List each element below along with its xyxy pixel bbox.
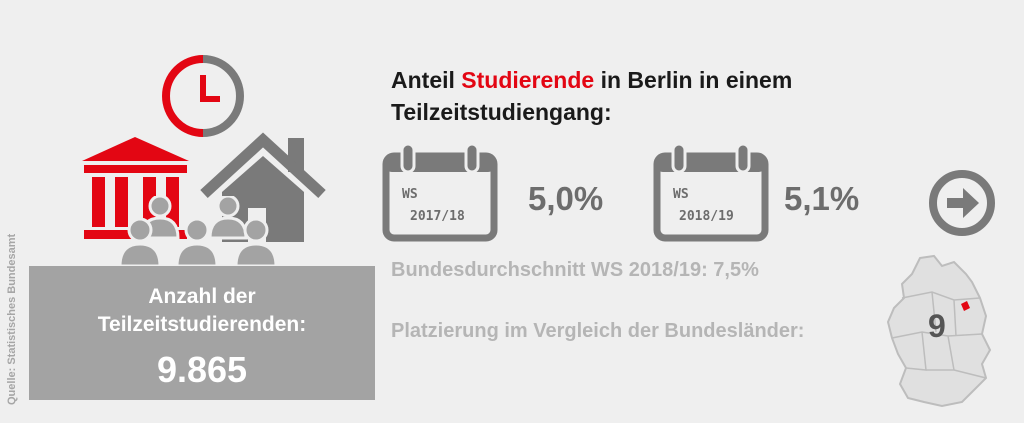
semester-1-percent: 5,0%	[528, 180, 604, 217]
count-label-line1: Anzahl der	[148, 285, 256, 308]
count-value: 9.865	[156, 349, 248, 390]
part-time-students-count-box: Anzahl der Teilzeitstudierenden: 9.865	[29, 266, 375, 400]
placement-label: Platzierung im Vergleich der Bundeslände…	[391, 320, 805, 342]
count-label-line2: Teilzeitstudierenden:	[97, 313, 307, 336]
headline-part2: in Berlin in einem	[594, 67, 793, 93]
headline-line1: Anteil Studierende in Berlin in einem	[391, 64, 851, 96]
people-group-icon	[118, 196, 278, 268]
national-average: Bundesdurchschnitt WS 2018/19: 7,5%	[391, 259, 759, 281]
clock-icon	[162, 55, 244, 137]
placement-rank: 9	[928, 308, 946, 344]
arrow-right-circle-icon[interactable]	[927, 168, 997, 238]
headline-highlight: Studierende	[461, 67, 595, 93]
semester-2-ws: WS	[673, 187, 689, 202]
semester-2-percent: 5,1%	[784, 180, 860, 217]
headline-line2: Teilzeitstudiengang:	[391, 99, 612, 125]
source-text: Quelle: Statistisches Bundesamt	[6, 233, 18, 405]
headline: Anteil Studierende in Berlin in einem Te…	[391, 64, 851, 128]
source-note: Quelle: Statistisches Bundesamt	[4, 210, 24, 410]
calendar-icon	[382, 142, 498, 242]
semester-1-ws: WS	[402, 187, 418, 202]
calendar-icon	[653, 142, 769, 242]
germany-map-icon	[886, 254, 992, 408]
semester-1-year: 2017/18	[410, 209, 465, 224]
headline-part1: Anteil	[391, 67, 462, 93]
semester-2-year: 2018/19	[679, 209, 734, 224]
